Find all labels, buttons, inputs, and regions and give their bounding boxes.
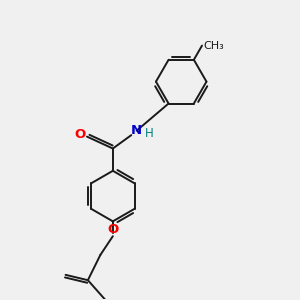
- Text: O: O: [107, 223, 118, 236]
- Text: O: O: [75, 128, 86, 141]
- Text: N: N: [131, 124, 142, 137]
- Text: CH₃: CH₃: [203, 40, 224, 51]
- Text: H: H: [145, 127, 154, 140]
